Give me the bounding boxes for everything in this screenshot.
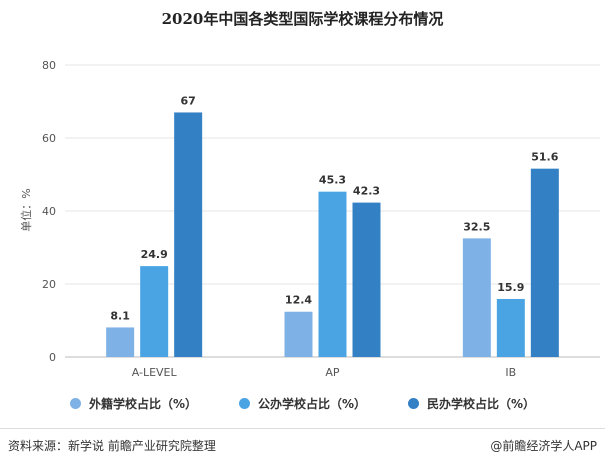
bar-chart: 0 20 40 60 80 8.1 24.9 67 12.4 45.3 42.3 32.5 15.9 5… bbox=[19, 59, 600, 379]
x-tick-label: AP bbox=[325, 366, 340, 379]
legend-item-private: 民办学校占比（%） bbox=[408, 395, 535, 412]
legend-dot-public bbox=[238, 398, 250, 409]
bar-a-level-series-0 bbox=[106, 327, 135, 357]
y-axis-ticks: 0 20 40 60 80 bbox=[42, 59, 56, 364]
data-label: 24.9 bbox=[141, 248, 168, 261]
y-axis-label: 单位：% bbox=[19, 188, 33, 231]
footer: 资料来源：新学说 前瞻产业研究院整理 @前瞻经济学人APP bbox=[0, 428, 605, 459]
footer-brand: @前瞻经济学人APP bbox=[490, 439, 597, 453]
data-label: 45.3 bbox=[319, 174, 346, 187]
bar-ib-series-2 bbox=[530, 168, 559, 357]
bar-ap-series-2 bbox=[352, 202, 381, 357]
legend: 外籍学校占比（%） 公办学校占比（%） 民办学校占比（%） bbox=[0, 395, 605, 412]
legend-label-foreign: 外籍学校占比（%） bbox=[88, 397, 197, 411]
data-label: 8.1 bbox=[110, 309, 130, 322]
y-tick-label: 60 bbox=[42, 132, 56, 145]
legend-item-public: 公办学校占比（%） bbox=[238, 395, 367, 412]
footer-source: 资料来源：新学说 前瞻产业研究院整理 bbox=[8, 439, 216, 453]
x-tick-label: A-LEVEL bbox=[132, 366, 178, 379]
bar-ib-series-1 bbox=[496, 298, 525, 357]
x-tick-label: IB bbox=[505, 366, 516, 379]
data-label: 32.5 bbox=[463, 220, 490, 233]
legend-dot-private bbox=[408, 398, 420, 409]
data-label: 51.6 bbox=[531, 151, 558, 164]
y-tick-label: 40 bbox=[42, 205, 56, 218]
y-tick-label: 0 bbox=[49, 351, 56, 364]
legend-label-public: 公办学校占比（%） bbox=[257, 397, 367, 411]
y-tick-label: 20 bbox=[42, 278, 56, 291]
data-label: 15.9 bbox=[497, 281, 524, 294]
bar-a-level-series-2 bbox=[174, 112, 203, 357]
x-axis-categories: A-LEVEL AP IB bbox=[132, 366, 517, 379]
bars bbox=[106, 112, 559, 357]
bar-a-level-series-1 bbox=[140, 266, 169, 357]
data-label: 67 bbox=[181, 94, 196, 107]
y-tick-label: 80 bbox=[42, 59, 56, 72]
legend-item-foreign: 外籍学校占比（%） bbox=[69, 395, 197, 412]
bar-ib-series-0 bbox=[462, 238, 491, 357]
bar-ap-series-1 bbox=[318, 191, 347, 357]
data-label: 42.3 bbox=[353, 185, 380, 198]
bar-ap-series-0 bbox=[284, 311, 313, 357]
data-labels: 8.1 24.9 67 12.4 45.3 42.3 32.5 15.9 51.6 bbox=[110, 94, 558, 322]
data-label: 12.4 bbox=[285, 294, 312, 307]
legend-dot-foreign bbox=[69, 398, 81, 409]
legend-label-private: 民办学校占比（%） bbox=[427, 397, 536, 411]
chart-title: 2020年中国各类型国际学校课程分布情况 bbox=[161, 10, 444, 28]
